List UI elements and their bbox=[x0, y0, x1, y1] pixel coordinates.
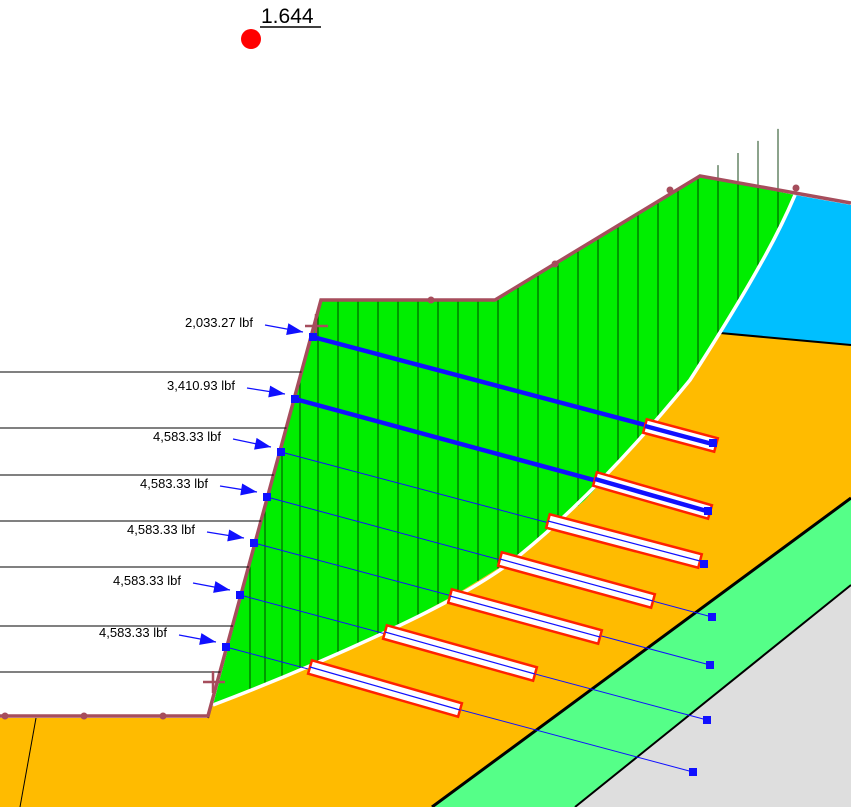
support-6: 4,583.33 lbf bbox=[113, 573, 711, 724]
boundary-vertex-markers bbox=[1, 184, 800, 720]
support-end-marker bbox=[709, 439, 717, 447]
force-arrow-icon bbox=[286, 323, 303, 336]
force-arrow-icon bbox=[227, 529, 244, 542]
support-head-marker bbox=[250, 539, 258, 547]
support-force-label: 4,583.33 lbf bbox=[153, 429, 221, 444]
slip-endpoint-cross-icon bbox=[203, 671, 225, 693]
support-force-label: 4,583.33 lbf bbox=[113, 573, 181, 588]
support-end-marker bbox=[689, 768, 697, 776]
support-4: 4,583.33 lbf bbox=[140, 476, 716, 621]
support-head-marker bbox=[222, 643, 230, 651]
bond-core-line bbox=[594, 476, 711, 515]
support-end-marker bbox=[700, 560, 708, 568]
force-arrow-icon bbox=[199, 633, 216, 645]
support-3: 4,583.33 lbf bbox=[153, 429, 708, 570]
support-force-label: 4,583.33 lbf bbox=[99, 625, 167, 640]
factor-of-safety-label: 1.644 bbox=[261, 5, 314, 28]
support-force-label: 4,583.33 lbf bbox=[127, 522, 195, 537]
bond-core-line bbox=[644, 423, 717, 448]
support-end-marker bbox=[706, 661, 714, 669]
bond-core-line bbox=[499, 558, 654, 602]
slip-center-marker bbox=[241, 29, 261, 49]
support-7: 4,583.33 lbf bbox=[99, 625, 697, 776]
support-head-marker bbox=[277, 448, 285, 456]
water-zone-region bbox=[720, 195, 851, 345]
support-end-marker bbox=[708, 613, 716, 621]
force-arrow-icon bbox=[254, 437, 271, 450]
force-arrow-icon bbox=[213, 581, 230, 593]
bond-core-line bbox=[547, 520, 701, 562]
support-head-marker bbox=[309, 333, 317, 341]
lower-soil-region bbox=[0, 333, 851, 807]
support-2: 3,410.93 lbf bbox=[167, 378, 714, 521]
layer-boundary-line bbox=[719, 332, 851, 346]
support-head-marker bbox=[291, 395, 299, 403]
dimension-lines bbox=[0, 371, 302, 673]
support-force-label: 2,033.27 lbf bbox=[185, 315, 253, 330]
support-1: 2,033.27 lbf bbox=[185, 315, 720, 454]
support-head-marker bbox=[263, 493, 271, 501]
bond-core-line bbox=[384, 631, 536, 675]
slip-surface bbox=[212, 194, 797, 707]
support-end-marker bbox=[704, 507, 712, 515]
force-arrow-icon bbox=[240, 483, 257, 496]
support-end-marker bbox=[703, 716, 711, 724]
bond-core-line bbox=[449, 595, 601, 638]
support-5: 4,583.33 lbf bbox=[127, 522, 714, 669]
slide-mass-region bbox=[213, 176, 795, 705]
layer-boundary-line bbox=[19, 717, 37, 807]
support-head-marker bbox=[236, 591, 244, 599]
support-force-label: 4,583.33 lbf bbox=[140, 476, 208, 491]
layer-boundary-line bbox=[574, 584, 851, 807]
layer-boundary-line bbox=[431, 496, 851, 807]
support-group: 2,033.27 lbf 3,410.93 lbf 4,583.33 lbf 4,58… bbox=[99, 315, 720, 776]
bond-core-line bbox=[309, 666, 461, 711]
support-force-label: 3,410.93 lbf bbox=[167, 378, 235, 393]
force-arrow-icon bbox=[268, 385, 285, 398]
external-boundary bbox=[0, 174, 851, 718]
